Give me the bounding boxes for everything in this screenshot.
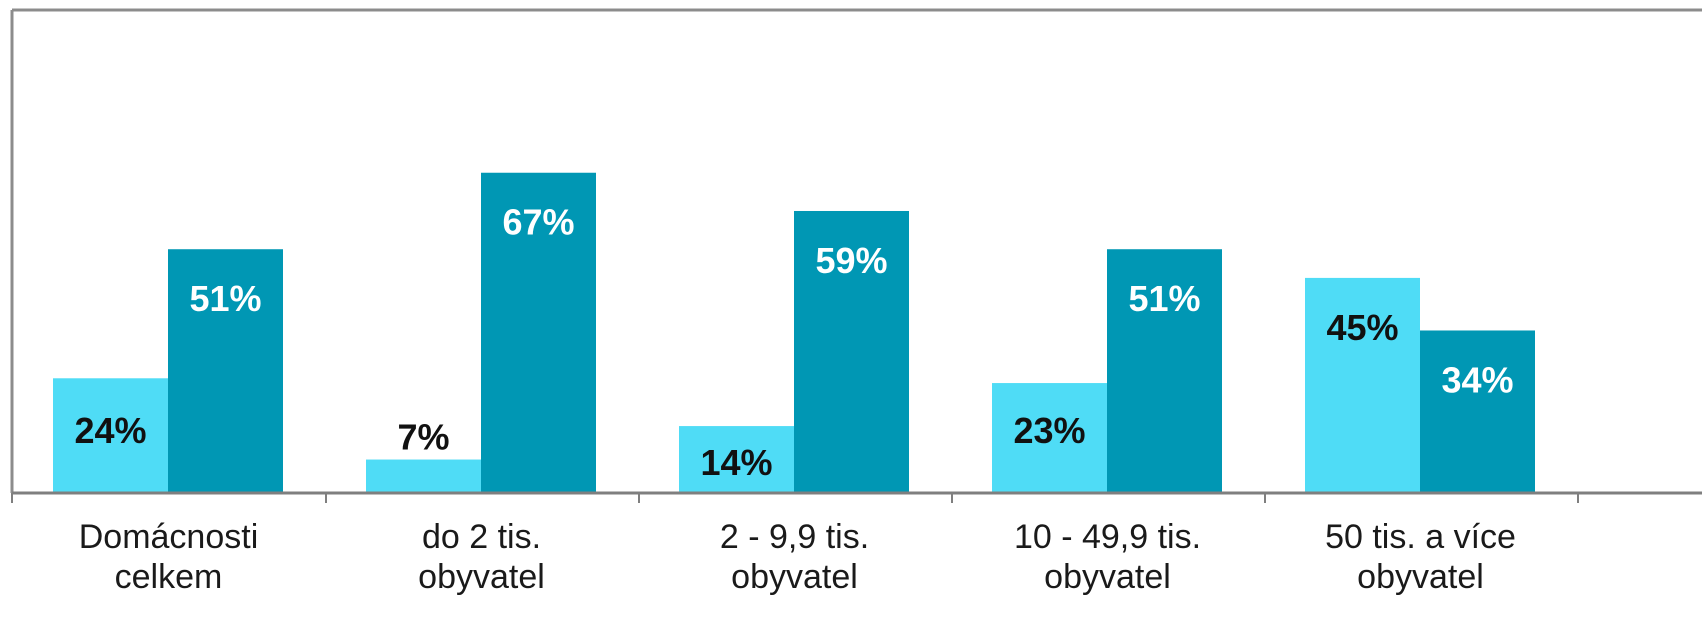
value-label-series2-4: 51% [1128,278,1200,319]
category-label-3-line2: obyvatel [731,558,858,596]
value-label-series1-3: 14% [700,442,772,483]
x-axis [12,493,1702,503]
category-label-2-line2: obyvatel [418,558,545,596]
value-label-series1-2: 7% [397,417,449,458]
value-label-series1-4: 23% [1013,410,1085,451]
category-label-4-line1: 10 - 49,9 tis. [1014,518,1201,556]
bar-series1-2 [366,460,481,493]
value-label-series2-3: 59% [815,240,887,281]
category-label-3-line1: 2 - 9,9 tis. [720,518,869,556]
category-label-4-line2: obyvatel [1044,558,1171,596]
value-label-series2-2: 67% [502,202,574,243]
category-label-2-line1: do 2 tis. [422,518,541,556]
category-label-1-line2: celkem [115,558,223,596]
category-label-1-line1: Domácnosti [79,518,259,556]
category-label-5-line1: 50 tis. a více [1325,518,1516,556]
value-label-series2-1: 51% [189,278,261,319]
value-label-series1-1: 24% [74,410,146,451]
bars [53,173,1535,493]
value-label-series2-5: 34% [1441,359,1513,400]
category-label-5-line2: obyvatel [1357,558,1484,596]
value-label-series1-5: 45% [1326,307,1398,348]
bar-series2-5 [1420,330,1535,493]
